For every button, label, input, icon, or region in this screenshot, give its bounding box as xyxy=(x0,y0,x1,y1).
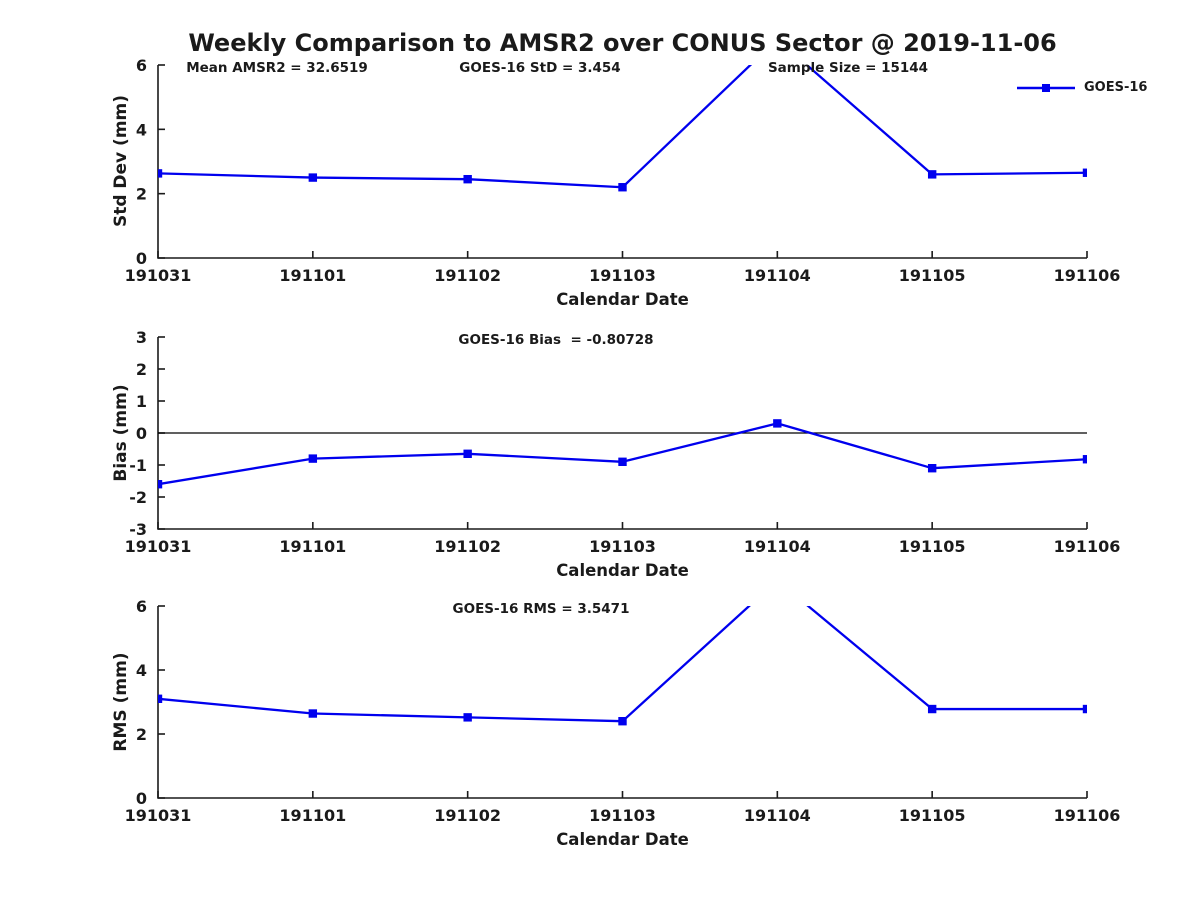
x-axis-label-calendar-date: Calendar Date xyxy=(556,290,689,309)
y-tick-label: -2 xyxy=(129,488,147,507)
x-tick-label: 191106 xyxy=(1054,537,1121,556)
x-tick-label: 191104 xyxy=(744,266,811,285)
data-point-marker xyxy=(618,717,627,726)
data-point-marker xyxy=(308,709,318,718)
y-tick-label: -1 xyxy=(129,456,147,475)
y-tick-label: -3 xyxy=(129,520,147,539)
series-goes-16 xyxy=(158,606,1087,726)
data-point-marker xyxy=(463,713,472,722)
y-tick-label: 1 xyxy=(136,392,147,411)
x-tick-label: 191031 xyxy=(125,537,192,556)
panel-annotation: GOES-16 StD = 3.454 xyxy=(459,60,620,76)
panel-rms: 0 2 4 6 191031 191101 191102 191103 191104 191105… xyxy=(125,597,1121,825)
y-axis-label-rms: RMS (mm) xyxy=(111,652,131,752)
data-point-marker xyxy=(1082,168,1087,177)
y-tick-label: 4 xyxy=(136,661,147,680)
y-tick-label: 3 xyxy=(136,328,147,347)
x-axis-label-calendar-date: Calendar Date xyxy=(556,830,689,849)
data-point-marker xyxy=(463,174,472,184)
y-tick-label: 6 xyxy=(136,597,147,616)
y-tick-label: 2 xyxy=(136,725,147,744)
y-tick-label: 6 xyxy=(136,56,147,75)
x-tick-label: 191105 xyxy=(899,806,966,825)
data-point-marker xyxy=(158,169,163,178)
data-point-marker xyxy=(308,173,318,182)
chart-title: Weekly Comparison to AMSR2 over CONUS Se… xyxy=(188,29,1057,57)
data-point-marker xyxy=(618,183,627,192)
series-goes-16 xyxy=(158,419,1087,489)
legend-square-marker-icon xyxy=(1042,84,1050,92)
y-tick-label: 4 xyxy=(136,120,147,139)
x-tick-label: 191106 xyxy=(1054,806,1121,825)
x-tick-label: 191101 xyxy=(279,266,346,285)
x-tick-label: 191105 xyxy=(899,266,966,285)
panel-std-dev: 0 2 4 6 191031 191101 191102 191103 191104 191105… xyxy=(125,56,1121,285)
x-tick-label: 191102 xyxy=(434,806,501,825)
data-point-marker xyxy=(927,170,937,179)
x-tick-label: 191101 xyxy=(279,806,346,825)
x-tick-label: 191106 xyxy=(1054,266,1121,285)
x-axis-label-calendar-date: Calendar Date xyxy=(556,561,689,580)
x-tick-label: 191102 xyxy=(434,266,501,285)
x-tick-label: 191105 xyxy=(899,537,966,556)
panel-annotation: GOES-16 RMS = 3.5471 xyxy=(453,601,630,617)
data-point-marker xyxy=(1082,455,1087,464)
x-tick-label: 191103 xyxy=(589,806,656,825)
legend-label: GOES-16 xyxy=(1084,80,1148,95)
y-tick-label: 2 xyxy=(136,185,147,204)
data-point-marker xyxy=(158,694,163,703)
y-tick-label: 0 xyxy=(136,789,147,808)
y-tick-label: 2 xyxy=(136,360,147,379)
x-tick-label: 191104 xyxy=(744,806,811,825)
data-point-marker xyxy=(773,419,782,428)
x-tick-label: 191102 xyxy=(434,537,501,556)
data-point-marker xyxy=(618,457,627,466)
series-goes-16 xyxy=(158,65,1087,192)
axis-frame xyxy=(157,65,1087,259)
x-tick-label: 191101 xyxy=(279,537,346,556)
x-tick-label: 191103 xyxy=(589,266,656,285)
data-point-marker xyxy=(308,454,318,463)
y-axis-label-std-dev: Std Dev (mm) xyxy=(111,94,131,228)
data-point-marker xyxy=(158,480,163,489)
y-tick-label: 0 xyxy=(136,424,147,443)
x-tick-label: 191031 xyxy=(125,806,192,825)
axis-frame xyxy=(157,606,1087,799)
y-tick-label: 0 xyxy=(136,249,147,268)
panel-bias: -3 -2 -1 0 1 2 3 191031 191101 191102 191103 191104… xyxy=(125,328,1121,556)
x-tick-label: 191104 xyxy=(744,537,811,556)
data-point-marker xyxy=(463,449,472,458)
y-axis-label-bias: Bias (mm) xyxy=(111,384,131,482)
data-point-marker xyxy=(927,704,937,714)
panel-annotation: Mean AMSR2 = 32.6519 xyxy=(186,60,368,76)
x-tick-label: 191031 xyxy=(125,266,192,285)
legend-line-marker-icon xyxy=(1017,84,1075,92)
x-tick-label: 191103 xyxy=(589,537,656,556)
panel-annotation: Sample Size = 15144 xyxy=(768,60,928,76)
legend: GOES-16 xyxy=(1014,79,1147,97)
data-point-marker xyxy=(1082,704,1087,714)
panel-annotation: GOES-16 Bias = -0.80728 xyxy=(458,332,653,348)
data-point-marker xyxy=(927,464,937,473)
